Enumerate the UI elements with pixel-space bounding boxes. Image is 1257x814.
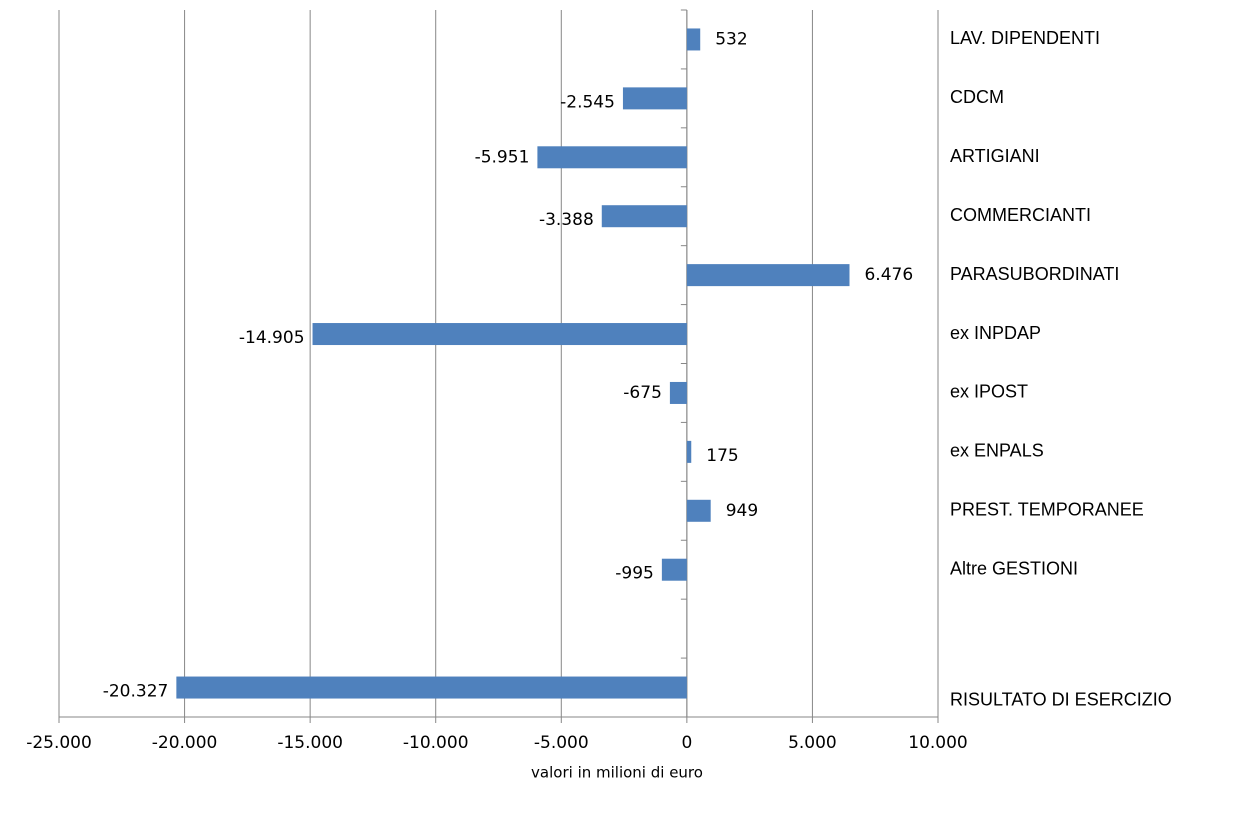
bar bbox=[312, 323, 687, 346]
category-label: ex ENPALS bbox=[950, 441, 1044, 461]
value-label: 532 bbox=[715, 29, 747, 49]
category-label: ARTIGIANI bbox=[950, 146, 1040, 166]
category-label: PARASUBORDINATI bbox=[950, 264, 1119, 284]
bar bbox=[686, 499, 711, 522]
category-label: ex IPOST bbox=[950, 382, 1028, 402]
bar bbox=[622, 87, 687, 110]
category-label: PREST. TEMPORANEE bbox=[950, 500, 1144, 520]
x-tick-label: 10.000 bbox=[908, 733, 967, 753]
category-label: RISULTATO DI ESERCIZIO bbox=[950, 689, 1172, 709]
value-label: 6.476 bbox=[864, 265, 913, 285]
value-label: 949 bbox=[726, 501, 758, 521]
category-label: CDCM bbox=[950, 87, 1004, 107]
bar bbox=[669, 381, 687, 404]
value-label: -5.951 bbox=[475, 147, 530, 167]
bar bbox=[686, 440, 692, 463]
x-tick-label: 0 bbox=[681, 733, 692, 753]
x-axis-label: valori in milioni di euro bbox=[531, 764, 703, 782]
category-label: LAV. DIPENDENTI bbox=[950, 28, 1100, 48]
bar bbox=[601, 205, 687, 228]
x-tick-label: 5.000 bbox=[788, 733, 837, 753]
bar bbox=[661, 558, 687, 581]
x-tick-label: -5.000 bbox=[534, 733, 589, 753]
value-label: -20.327 bbox=[103, 682, 169, 702]
value-label: -2.545 bbox=[560, 92, 615, 112]
bar bbox=[537, 146, 687, 169]
value-label: -995 bbox=[615, 564, 654, 584]
x-tick-label: -15.000 bbox=[277, 733, 343, 753]
value-label: 175 bbox=[706, 446, 738, 466]
bar bbox=[686, 28, 701, 51]
value-label: -675 bbox=[623, 383, 662, 403]
bar bbox=[176, 676, 687, 699]
category-label: ex INPDAP bbox=[950, 323, 1041, 343]
x-tick-label: -10.000 bbox=[403, 733, 469, 753]
category-label: Altre GESTIONI bbox=[950, 558, 1078, 578]
category-label: COMMERCIANTI bbox=[950, 205, 1091, 225]
value-label: -14.905 bbox=[239, 328, 305, 348]
value-label: -3.388 bbox=[539, 210, 594, 230]
bar bbox=[686, 264, 850, 287]
x-tick-label: -20.000 bbox=[152, 733, 218, 753]
x-tick-label: -25.000 bbox=[26, 733, 92, 753]
